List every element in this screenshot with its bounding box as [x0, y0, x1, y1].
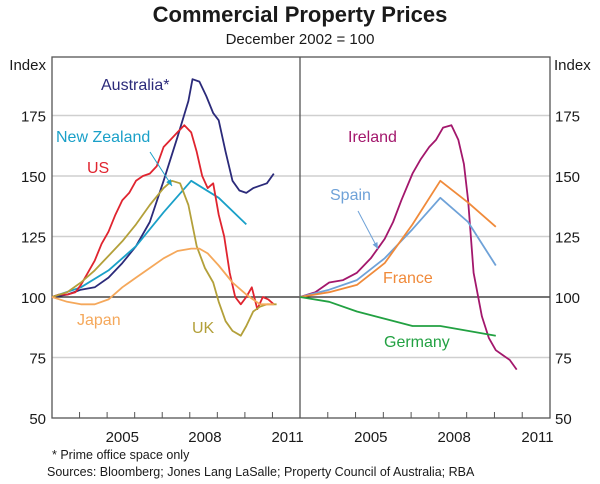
plot-frame	[51, 56, 551, 419]
series-label-us: US	[87, 160, 109, 177]
series-line-us	[51, 124, 275, 311]
y-tick-label-left: 150	[21, 169, 46, 186]
x-tick-label: 2011	[271, 429, 303, 446]
annotation-arrowhead-icon	[166, 179, 172, 186]
series-line-new-zealand	[51, 179, 247, 298]
y-axis-label-right: Index	[554, 57, 591, 74]
series-label-uk: UK	[192, 320, 215, 337]
x-tick-label: 2005	[106, 429, 139, 446]
y-tick-label-right: 175	[555, 109, 580, 126]
sources-note: Sources: Bloomberg; Jones Lang LaSalle; …	[47, 465, 475, 479]
annotation-arrow-line	[357, 210, 379, 250]
footnote: * Prime office space only	[52, 448, 190, 462]
x-tick-label: 2005	[354, 429, 387, 446]
y-axis-label-left: Index	[9, 57, 46, 74]
series-line-france	[299, 179, 497, 298]
annotation-arrow-line	[149, 151, 173, 187]
y-tick-label-left: 75	[29, 351, 46, 368]
series-label-ireland: Ireland	[348, 129, 397, 146]
series-label-germany: Germany	[384, 334, 450, 351]
series-line-australia	[51, 78, 275, 298]
y-tick-label-right: 150	[555, 169, 580, 186]
series-label-spain: Spain	[330, 187, 371, 204]
x-tick-label: 2008	[437, 429, 470, 446]
y-tick-label-right: 125	[555, 230, 580, 247]
series-line-japan	[51, 247, 274, 306]
y-tick-label-right: 100	[555, 290, 580, 307]
y-tick-label-left: 100	[21, 290, 46, 307]
series-label-france: France	[383, 270, 433, 287]
x-tick-label: 2011	[521, 429, 553, 446]
y-tick-label-left: 125	[21, 230, 46, 247]
series-label-new-zealand: New Zealand	[56, 129, 150, 146]
chart-title: Commercial Property Prices	[152, 2, 448, 27]
y-tick-label-left: 175	[21, 109, 46, 126]
y-tick-label-right: 50	[555, 411, 572, 428]
chart-subtitle: December 2002 = 100	[225, 31, 375, 48]
x-tick-label: 2008	[188, 429, 221, 446]
y-tick-label-right: 75	[555, 351, 572, 368]
annotation-arrowhead-icon	[372, 242, 378, 249]
series-label-australia: Australia*	[101, 77, 169, 94]
series-line-uk	[51, 179, 277, 337]
series-line-germany	[299, 296, 496, 337]
y-tick-label-left: 50	[29, 411, 46, 428]
series-label-japan: Japan	[77, 312, 121, 329]
series-line-ireland	[299, 124, 518, 371]
